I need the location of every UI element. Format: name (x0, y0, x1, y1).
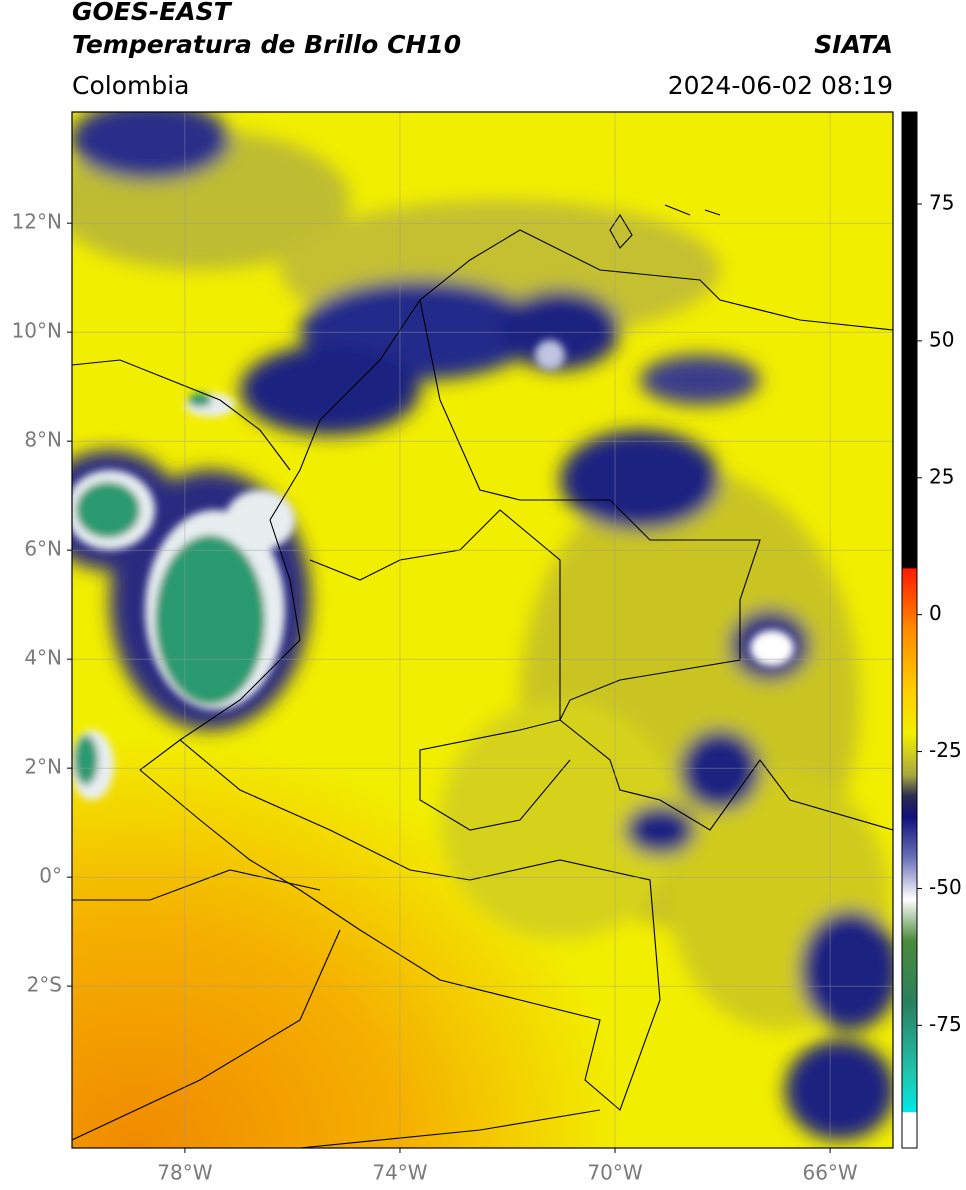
colorbar-tick-label: -25 (929, 738, 962, 762)
x-tick-label: 66°W (802, 1161, 857, 1185)
colorbar-tick-label: -50 (929, 875, 962, 899)
subtitle: Temperatura de Brillo CH10 (72, 30, 461, 59)
colorbar-tick-label: 50 (929, 327, 954, 351)
gridlines (72, 112, 893, 1148)
datetime: 2024-06-02 08:19 (668, 71, 893, 100)
colorbar-tick-label: 75 (929, 190, 954, 214)
colorbar-tick-label: -75 (929, 1012, 962, 1036)
colorbar (901, 111, 918, 1149)
y-tick-label: 6°N (24, 537, 62, 561)
satellite-image (72, 112, 893, 1148)
x-tick-label: 74°W (372, 1161, 427, 1185)
y-tick-label: 2°N (24, 755, 62, 779)
source: SIATA (814, 30, 893, 59)
y-tick-label: 8°N (24, 428, 62, 452)
y-tick-label: 10°N (12, 319, 62, 343)
region: Colombia (72, 71, 189, 100)
colorbar-tick-label: 25 (929, 464, 954, 488)
y-tick-label: 12°N (12, 210, 62, 234)
y-tick-label: 0° (39, 864, 62, 888)
x-tick-label: 70°W (587, 1161, 642, 1185)
borders (72, 204, 893, 1148)
y-tick-label: 2°S (27, 973, 62, 997)
map-frame (71, 111, 894, 1149)
y-tick-label: 4°N (24, 646, 62, 670)
colorbar-tick-label: 0 (929, 601, 942, 625)
x-tick-label: 78°W (157, 1161, 212, 1185)
title: GOES-EAST (72, 0, 233, 26)
